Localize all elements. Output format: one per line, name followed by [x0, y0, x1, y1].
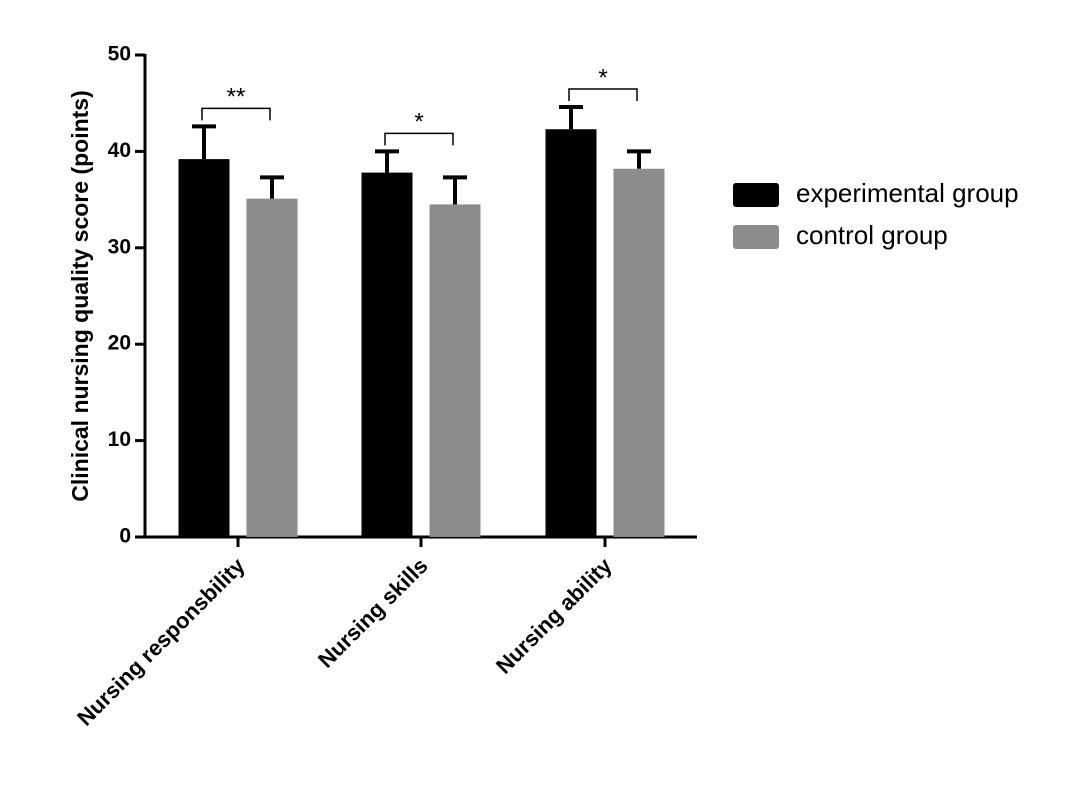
legend-label: control group	[796, 220, 948, 250]
legend-swatch	[733, 183, 779, 207]
y-tick-label: 20	[108, 332, 131, 355]
legend-swatch	[733, 225, 779, 249]
bar	[361, 172, 413, 537]
y-tick-label: 0	[119, 525, 131, 548]
x-tick-label: Nursing skills	[313, 553, 433, 673]
significance-label: *	[414, 109, 423, 136]
y-tick-label: 50	[108, 43, 131, 66]
x-tick-label: Nursing ability	[491, 552, 617, 678]
x-tick-label: Nursing responsbility	[72, 552, 250, 730]
significance-bracket	[568, 88, 638, 102]
y-axis-label: Clinical nursing quality score (points)	[67, 90, 93, 502]
significance-bracket	[201, 107, 271, 121]
bar	[429, 204, 481, 538]
y-tick-label: 30	[108, 235, 131, 258]
y-tick-label: 10	[108, 428, 131, 451]
significance-bracket	[384, 132, 454, 146]
y-tick-label: 40	[108, 139, 131, 162]
bar	[178, 159, 230, 537]
bar	[545, 129, 597, 537]
significance-label: *	[598, 64, 607, 91]
bar	[613, 168, 665, 537]
bar	[246, 198, 298, 538]
legend-label: experimental group	[796, 178, 1019, 208]
significance-label: **	[227, 84, 246, 111]
